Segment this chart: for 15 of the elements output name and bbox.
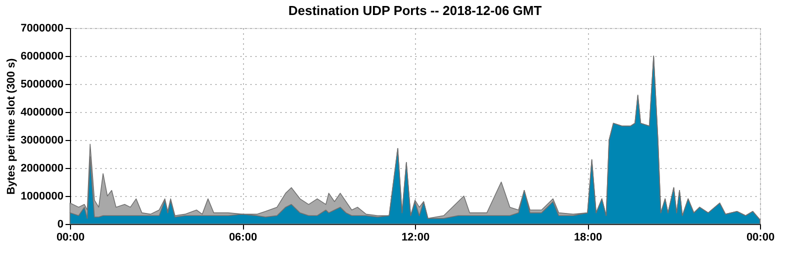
x-tick-label: 18:00	[574, 232, 602, 244]
y-tick-label: 3000000	[20, 134, 64, 146]
y-tick-label: 7000000	[20, 22, 64, 34]
y-tick-label: 6000000	[20, 50, 64, 62]
y-tick-label: 2000000	[20, 162, 64, 174]
y-tick-label: 0	[57, 218, 64, 230]
y-tick-label: 4000000	[20, 106, 64, 118]
x-tick-label: 12:00	[401, 232, 430, 244]
y-tick-label: 1000000	[20, 190, 64, 202]
x-tick-label: 00:00	[56, 232, 85, 244]
chart-title: Destination UDP Ports -- 2018-12-06 GMT	[288, 3, 542, 18]
y-axis-title: Bytes per time slot (300 s)	[6, 58, 18, 195]
y-tick-label: 5000000	[20, 78, 64, 90]
x-tick-label: 00:00	[746, 232, 775, 244]
x-tick-label: 06:00	[228, 232, 258, 244]
